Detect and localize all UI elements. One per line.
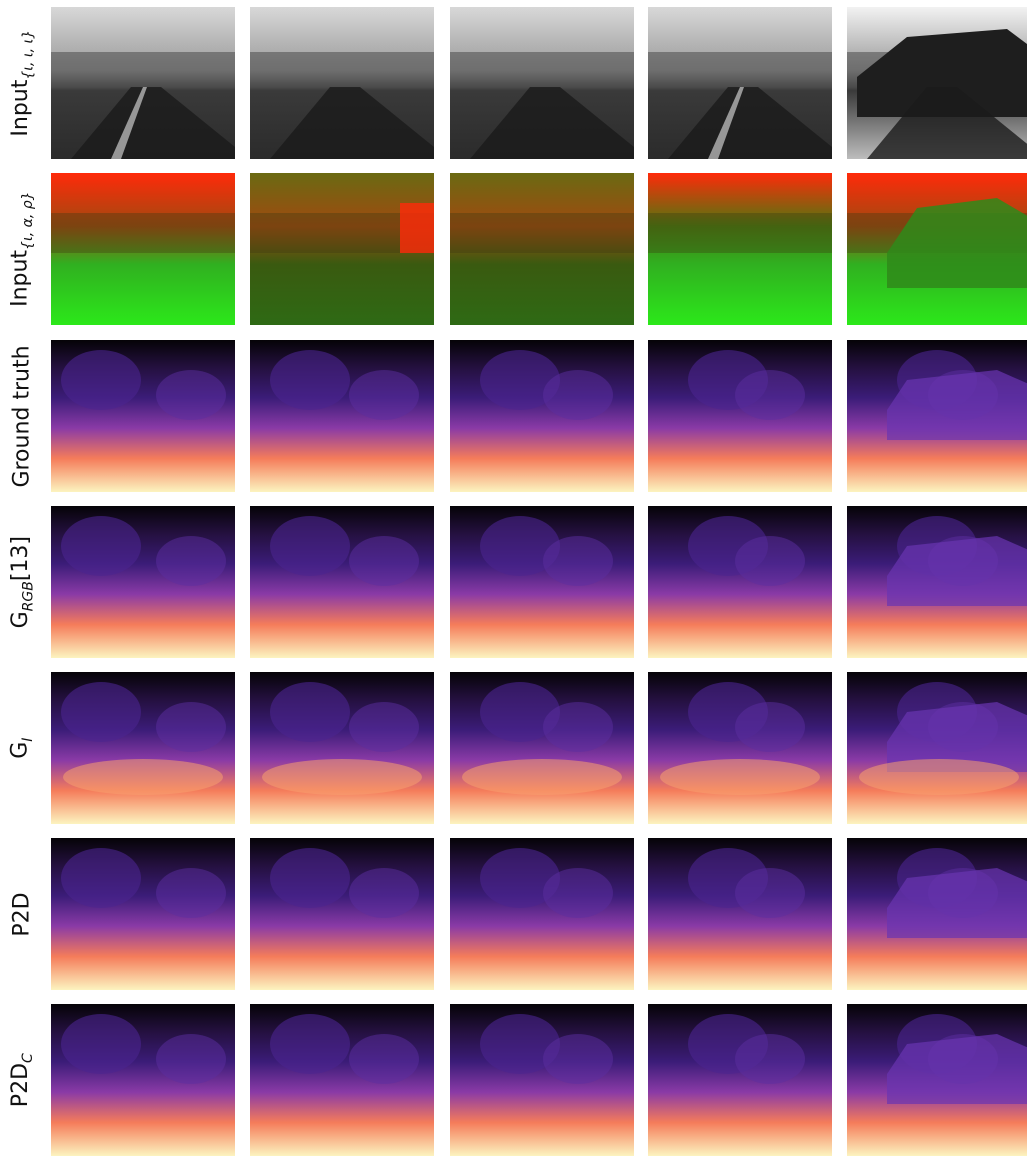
image-tile-depth-scene-3 [450, 672, 634, 824]
image-tile-depth-scene-2 [250, 340, 434, 492]
image-tile-depth-scene-4 [648, 672, 832, 824]
image-tile-depth-scene-1 [51, 1004, 235, 1156]
row-label-subscript: C [20, 1052, 37, 1063]
row-label-3: GRGB[13] [0, 506, 44, 658]
row-label-main: Input [7, 249, 33, 307]
image-tile-depth-scene-5 [847, 340, 1027, 492]
row-label-subscript: RGB [20, 580, 37, 612]
image-tile-depth-scene-2 [250, 1004, 434, 1156]
image-tile-polar-scene-1 [51, 173, 235, 325]
image-tile-depth-scene-5 [847, 1004, 1027, 1156]
row-label-main: P2D [9, 891, 35, 937]
image-tile-depth-scene-3 [450, 506, 634, 658]
row-label-main: Input [7, 79, 33, 137]
row-label-citation: [13] [7, 535, 33, 581]
image-tile-depth-scene-5 [847, 838, 1027, 990]
image-tile-depth-scene-5 [847, 672, 1027, 824]
image-tile-depth-scene-1 [51, 838, 235, 990]
row-label-1: Input{ι, α, ρ} [0, 173, 44, 325]
image-tile-depth-scene-3 [450, 340, 634, 492]
image-tile-depth-scene-3 [450, 1004, 634, 1156]
image-tile-polar-scene-5 [847, 173, 1027, 325]
row-label-main: G [7, 741, 33, 759]
image-tile-gray-scene-2 [250, 7, 434, 159]
image-tile-depth-scene-1 [51, 340, 235, 492]
image-tile-depth-scene-1 [51, 506, 235, 658]
row-label-main: Ground truth [9, 344, 35, 488]
image-tile-gray-scene-3 [450, 7, 634, 159]
row-label-subscript: I [20, 737, 37, 742]
image-tile-gray-scene-4 [648, 7, 832, 159]
image-tile-polar-scene-3 [450, 173, 634, 325]
image-tile-depth-scene-2 [250, 672, 434, 824]
image-tile-gray-scene-5 [847, 7, 1027, 159]
image-tile-depth-scene-1 [51, 672, 235, 824]
row-label-main: G [7, 611, 33, 629]
row-label-main: P2D [7, 1062, 33, 1107]
image-tile-depth-scene-4 [648, 340, 832, 492]
image-tile-polar-scene-4 [648, 173, 832, 325]
image-tile-depth-scene-2 [250, 838, 434, 990]
row-label-0: Input{ι, ι, ι} [0, 7, 44, 159]
row-label-subscript: {ι, α, ρ} [20, 191, 37, 250]
image-tile-gray-scene-1 [51, 7, 235, 159]
image-tile-polar-scene-2 [250, 173, 434, 325]
row-label-4: GI [0, 672, 44, 824]
image-tile-depth-scene-2 [250, 506, 434, 658]
image-tile-depth-scene-4 [648, 838, 832, 990]
image-tile-depth-scene-4 [648, 506, 832, 658]
image-tile-depth-scene-5 [847, 506, 1027, 658]
image-tile-depth-scene-3 [450, 838, 634, 990]
row-label-2: Ground truth [0, 340, 44, 492]
row-label-5: P2D [0, 838, 44, 990]
image-tile-depth-scene-4 [648, 1004, 832, 1156]
row-label-subscript: {ι, ι, ι} [20, 29, 37, 80]
row-label-6: P2DC [0, 1004, 44, 1156]
